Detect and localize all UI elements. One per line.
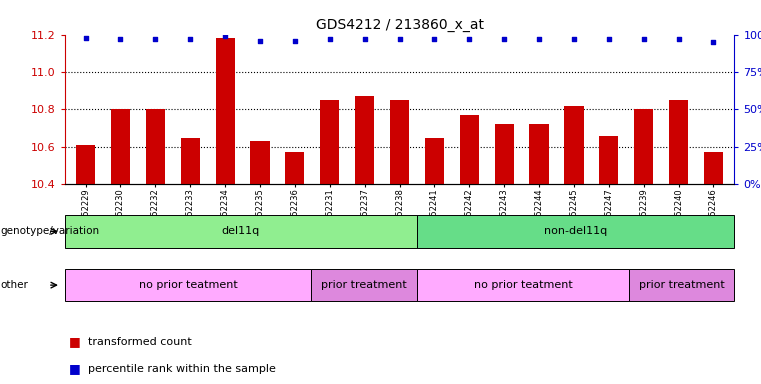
Point bbox=[219, 33, 231, 39]
Text: del11q: del11q bbox=[221, 226, 260, 237]
Bar bbox=[320, 100, 339, 184]
Text: no prior teatment: no prior teatment bbox=[139, 280, 237, 290]
Text: ■: ■ bbox=[68, 335, 80, 348]
Text: prior treatment: prior treatment bbox=[321, 280, 407, 290]
Text: ■: ■ bbox=[68, 362, 80, 375]
Text: no prior teatment: no prior teatment bbox=[473, 280, 572, 290]
Point bbox=[393, 36, 406, 42]
Point bbox=[428, 36, 441, 42]
Bar bbox=[285, 152, 304, 184]
Bar bbox=[250, 141, 269, 184]
Bar bbox=[215, 38, 234, 184]
Bar bbox=[65, 215, 417, 248]
Title: GDS4212 / 213860_x_at: GDS4212 / 213860_x_at bbox=[316, 18, 483, 32]
Point bbox=[638, 36, 650, 42]
Text: non-del11q: non-del11q bbox=[544, 226, 607, 237]
Point bbox=[254, 38, 266, 44]
Point bbox=[463, 36, 476, 42]
Bar bbox=[76, 145, 95, 184]
Bar bbox=[669, 100, 688, 184]
Bar bbox=[417, 215, 734, 248]
Point bbox=[603, 36, 615, 42]
Bar bbox=[65, 269, 311, 301]
Text: genotype/variation: genotype/variation bbox=[1, 226, 100, 237]
Point bbox=[568, 36, 580, 42]
Point bbox=[149, 36, 161, 42]
Point bbox=[114, 36, 126, 42]
Bar bbox=[530, 124, 549, 184]
Bar bbox=[180, 137, 200, 184]
Point bbox=[708, 39, 720, 45]
Text: transformed count: transformed count bbox=[88, 337, 191, 347]
Bar bbox=[704, 152, 723, 184]
Bar bbox=[460, 115, 479, 184]
Bar bbox=[629, 269, 734, 301]
Point bbox=[323, 36, 336, 42]
Bar bbox=[425, 137, 444, 184]
Text: other: other bbox=[1, 280, 29, 290]
Bar bbox=[390, 100, 409, 184]
Point bbox=[289, 38, 301, 44]
Point bbox=[184, 36, 196, 42]
Bar bbox=[495, 124, 514, 184]
Point bbox=[358, 36, 371, 42]
Text: prior treatment: prior treatment bbox=[638, 280, 724, 290]
Point bbox=[673, 36, 685, 42]
Bar bbox=[311, 269, 417, 301]
Bar bbox=[111, 109, 130, 184]
Bar bbox=[355, 96, 374, 184]
Point bbox=[498, 36, 511, 42]
Bar bbox=[417, 269, 629, 301]
Bar bbox=[565, 106, 584, 184]
Text: percentile rank within the sample: percentile rank within the sample bbox=[88, 364, 275, 374]
Bar bbox=[146, 109, 165, 184]
Point bbox=[80, 35, 91, 41]
Bar bbox=[634, 109, 653, 184]
Bar bbox=[599, 136, 619, 184]
Point bbox=[533, 36, 545, 42]
